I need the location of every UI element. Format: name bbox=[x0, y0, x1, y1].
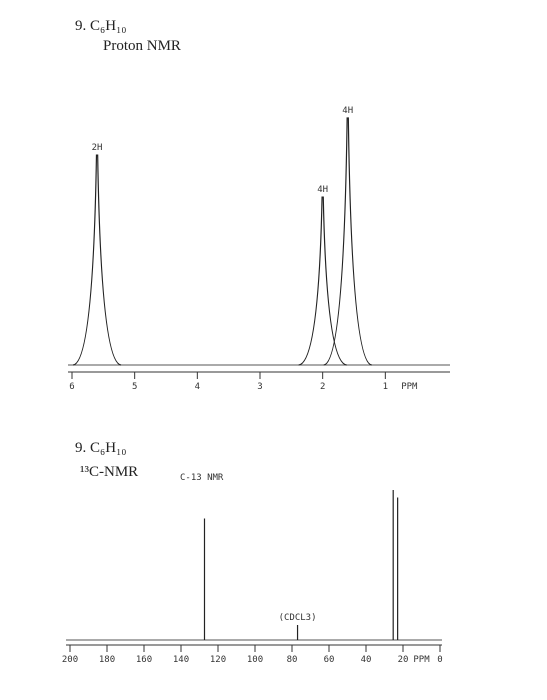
x-tick-label: 3 bbox=[257, 382, 262, 392]
x-tick-label: 80 bbox=[287, 655, 298, 665]
peak-annotation: (CDCL3) bbox=[279, 613, 317, 623]
subtitle: ¹³C-NMR bbox=[80, 464, 138, 480]
x-tick-label: 2 bbox=[320, 382, 325, 392]
x-tick-label: 60 bbox=[324, 655, 335, 665]
peak bbox=[298, 196, 347, 366]
x-tick-label: 140 bbox=[173, 655, 189, 665]
title: 9. C₆H₁₀ bbox=[75, 440, 127, 456]
peak-annotation: 4H bbox=[342, 106, 353, 116]
peak bbox=[72, 154, 122, 366]
x-tick-label: 1 bbox=[383, 382, 388, 392]
x-tick-label: 6 bbox=[69, 382, 74, 392]
x-tick-label: 0 bbox=[437, 655, 442, 665]
x-axis-label: PPM bbox=[401, 382, 418, 392]
x-tick-label: 40 bbox=[361, 655, 372, 665]
x-tick-label: 20 bbox=[398, 655, 409, 665]
subtitle: Proton NMR bbox=[103, 38, 181, 54]
spectrum-label: C-13 NMR bbox=[180, 473, 224, 483]
x-tick-label: 5 bbox=[132, 382, 137, 392]
x-tick-label: 4 bbox=[195, 382, 200, 392]
x-axis-label: PPM bbox=[413, 655, 430, 665]
x-tick-label: 120 bbox=[210, 655, 226, 665]
x-tick-label: 100 bbox=[247, 655, 263, 665]
peak-annotation: 2H bbox=[92, 143, 103, 153]
x-tick-label: 200 bbox=[62, 655, 78, 665]
title: 9. C₆H₁₀ bbox=[75, 18, 127, 34]
x-tick-label: 180 bbox=[99, 655, 115, 665]
peak bbox=[323, 117, 372, 366]
x-tick-label: 160 bbox=[136, 655, 152, 665]
peak-annotation: 4H bbox=[317, 185, 328, 195]
